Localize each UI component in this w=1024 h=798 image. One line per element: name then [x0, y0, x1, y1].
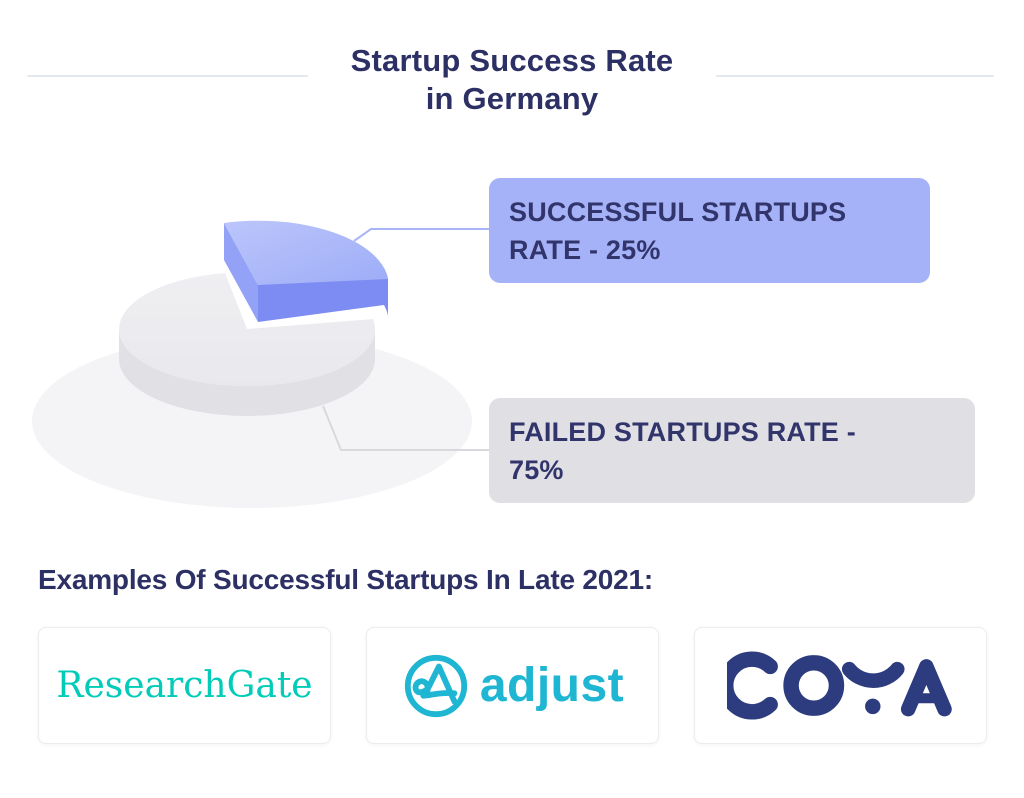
pie-slice-failed-top: [119, 273, 376, 387]
page-title: Startup Success Rate in Germany: [0, 42, 1024, 118]
examples-heading: Examples Of Successful Startups In Late …: [38, 564, 654, 595]
title-divider-left: [27, 75, 308, 77]
connector-success-line: [353, 228, 489, 242]
success-callout: SUCCESSFUL STARTUPS RATE - 25%: [489, 178, 930, 283]
connector-failed-line: [322, 405, 489, 451]
researchgate-logo: ResearchGate: [56, 665, 313, 706]
pie-chart: [32, 220, 489, 508]
logo-card-coya: [694, 627, 987, 744]
adjust-icon: [404, 654, 467, 717]
pie-slice-success-top: [224, 220, 388, 285]
page-title-line1: Startup Success Rate: [350, 43, 674, 78]
success-callout-line2: RATE - 25%: [509, 235, 661, 265]
pie-slice-success-left-facet: [224, 223, 258, 322]
page-title-line2: in Germany: [425, 81, 599, 116]
logo-card-adjust: adjust: [366, 627, 659, 744]
success-callout-line1: SUCCESSFUL STARTUPS: [509, 197, 847, 227]
pie-slice-failed-side: [119, 329, 375, 416]
coya-logo: [726, 651, 952, 720]
title-divider-right: [716, 75, 994, 77]
logo-card-researchgate: ResearchGate: [38, 627, 331, 744]
failed-callout-line2: 75%: [509, 455, 564, 485]
adjust-wordmark: adjust: [479, 659, 625, 712]
failed-callout: FAILED STARTUPS RATE - 75%: [489, 398, 975, 503]
failed-callout-line1: FAILED STARTUPS RATE -: [509, 417, 856, 447]
logo-cards: ResearchGate adjust: [38, 627, 987, 744]
